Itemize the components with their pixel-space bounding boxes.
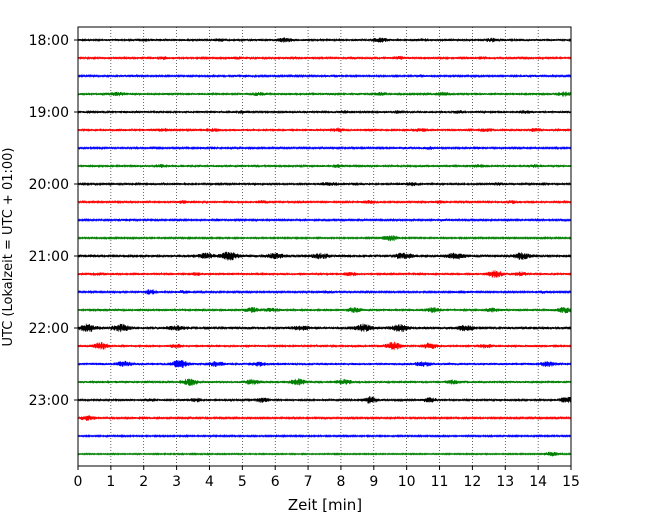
y-tick-label: 18:00 (29, 33, 69, 49)
trace-2100 (77, 251, 572, 261)
trace-2200 (77, 323, 572, 333)
trace-2115 (77, 270, 572, 278)
x-tick-label: 4 (205, 474, 214, 490)
trace-2230 (77, 360, 572, 368)
x-tick-label: 3 (172, 474, 181, 490)
trace-1930 (77, 145, 572, 151)
y-tick-label: 21:00 (29, 249, 69, 265)
x-tick-label: 13 (496, 474, 514, 490)
x-tick-label: 12 (463, 474, 481, 490)
x-tick-label: 7 (304, 474, 313, 490)
trace-1945 (77, 163, 572, 169)
y-tick-label: 22:00 (29, 321, 69, 337)
trace-2330 (77, 433, 572, 439)
x-tick-label: 8 (336, 474, 345, 490)
x-tick-label: 10 (398, 474, 416, 490)
x-tick-label: 1 (106, 474, 115, 490)
trace-2145 (77, 307, 572, 314)
trace-2300 (77, 396, 572, 404)
x-tick-label: 15 (562, 474, 580, 490)
trace-1900 (77, 109, 572, 115)
y-tick-label: 23:00 (29, 393, 69, 409)
trace-2315 (77, 415, 572, 421)
y-tick-label: 19:00 (29, 105, 69, 121)
trace-1830 (77, 73, 572, 79)
plot-frame (77, 26, 572, 467)
x-axis-ticks: 0 1 2 3 4 5 6 7 8 9 10 11 12 13 14 15 (74, 466, 580, 490)
x-tick-label: 9 (369, 474, 378, 490)
trace-2045 (77, 235, 572, 242)
trace-2245 (77, 378, 572, 386)
trace-1815 (77, 55, 572, 61)
trace-2030 (77, 217, 572, 223)
trace-2345 (77, 451, 572, 457)
x-tick-label: 14 (529, 474, 547, 490)
x-tick-label: 11 (431, 474, 449, 490)
x-axis-label: Zeit [min] (288, 496, 362, 514)
y-axis-label: UTC (Lokalzeit = UTC + 01:00) (1, 148, 16, 347)
trace-2015 (77, 199, 572, 205)
y-tick-label: 20:00 (29, 177, 69, 193)
y-axis-ticks: 18:00 19:00 20:00 21:00 22:00 23:00 (29, 33, 78, 409)
seismic-traces (77, 37, 572, 457)
trace-1915 (77, 127, 572, 133)
x-tick-label: 0 (74, 474, 83, 490)
x-tick-label: 2 (139, 474, 148, 490)
trace-2215 (77, 341, 572, 351)
trace-2000 (77, 181, 572, 187)
trace-1800 (77, 37, 572, 43)
trace-1845 (77, 91, 572, 97)
trace-2130 (77, 289, 572, 295)
vertical-grid-lines (110, 27, 539, 466)
x-tick-label: 6 (271, 474, 280, 490)
x-tick-label: 5 (238, 474, 247, 490)
